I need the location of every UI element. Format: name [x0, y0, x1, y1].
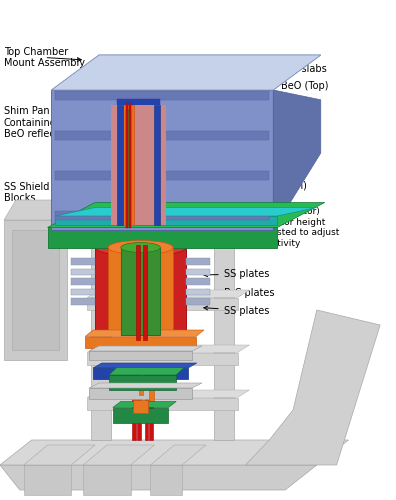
Polygon shape [87, 390, 249, 398]
Text: BeO (Top): BeO (Top) [259, 81, 329, 92]
Polygon shape [150, 445, 206, 465]
Bar [4, 220, 67, 360]
Text: Core: Core [242, 98, 304, 108]
Bar [139, 370, 143, 395]
Polygon shape [0, 465, 317, 490]
Bar [149, 399, 153, 440]
Ellipse shape [108, 240, 173, 254]
Bar [150, 465, 182, 495]
Polygon shape [55, 208, 317, 216]
Bar [137, 399, 141, 440]
Bar [87, 352, 238, 365]
Polygon shape [4, 200, 79, 220]
Polygon shape [0, 440, 348, 465]
Bar [91, 230, 111, 440]
Bar [55, 131, 269, 140]
Polygon shape [214, 215, 246, 230]
Polygon shape [89, 346, 202, 351]
Bar [117, 192, 160, 208]
Bar [121, 248, 160, 335]
Bar [89, 351, 192, 360]
Bar [136, 245, 140, 340]
Polygon shape [273, 90, 321, 230]
Polygon shape [93, 363, 197, 368]
Polygon shape [83, 445, 154, 465]
Bar [108, 248, 173, 335]
Ellipse shape [95, 239, 186, 256]
Bar [214, 230, 234, 440]
Bar [154, 105, 160, 225]
Bar [71, 269, 95, 275]
Bar [117, 140, 160, 155]
Text: Top Chamber
Mount Assembly: Top Chamber Mount Assembly [4, 46, 85, 68]
Bar [186, 258, 210, 265]
Bar [113, 408, 168, 422]
Polygon shape [87, 345, 249, 352]
Bar [109, 375, 176, 390]
Polygon shape [113, 402, 176, 407]
Bar [123, 105, 134, 225]
Bar [87, 398, 238, 410]
Ellipse shape [121, 242, 160, 252]
Bar [55, 216, 277, 225]
Bar [55, 211, 269, 220]
Bar [71, 289, 95, 295]
Text: Shim Pan
Containing
BeO reflector: Shim Pan Containing BeO reflector [4, 106, 81, 139]
Bar [48, 228, 277, 248]
Text: BeO (Bottom): BeO (Bottom) [240, 180, 307, 190]
Bar [186, 298, 210, 305]
Bar [129, 102, 131, 228]
Bar [186, 269, 210, 275]
Text: SS plates: SS plates [204, 306, 269, 316]
Text: SS plates: SS plates [204, 269, 269, 279]
Bar [95, 248, 186, 335]
Bar [71, 278, 95, 285]
Bar [126, 102, 128, 228]
Text: B₄C slabs: B₄C slabs [259, 64, 327, 76]
Polygon shape [89, 383, 202, 388]
Bar [133, 400, 148, 412]
Polygon shape [246, 310, 380, 465]
Bar [117, 105, 123, 225]
Bar [149, 385, 154, 405]
Bar [117, 165, 160, 182]
Bar [87, 298, 238, 310]
Bar [117, 118, 160, 130]
Text: BeO (radial reflector)
Radial reflector height
can be adjusted to adjust
excess : BeO (radial reflector) Radial reflector … [208, 208, 339, 248]
Bar [117, 98, 160, 108]
Polygon shape [87, 290, 249, 298]
Bar [51, 90, 273, 230]
Polygon shape [85, 330, 204, 336]
Bar [55, 171, 269, 180]
Text: SS Shield
Blocks: SS Shield Blocks [4, 182, 69, 204]
Text: B₄C plates: B₄C plates [204, 288, 274, 298]
Bar [145, 399, 148, 440]
Polygon shape [91, 215, 123, 230]
Bar [89, 388, 192, 399]
Bar [143, 245, 147, 340]
Polygon shape [51, 55, 321, 90]
Bar [85, 336, 196, 347]
Polygon shape [48, 202, 325, 228]
Polygon shape [109, 368, 184, 375]
Bar [132, 399, 136, 440]
Bar [71, 258, 95, 265]
Bar [83, 465, 131, 495]
Bar [55, 91, 269, 100]
Bar [71, 298, 95, 305]
Polygon shape [24, 445, 95, 465]
Bar [93, 368, 188, 379]
Bar [24, 465, 71, 495]
Bar [12, 230, 59, 350]
Polygon shape [51, 55, 321, 90]
Bar [111, 105, 166, 225]
Bar [126, 110, 131, 225]
Bar [186, 289, 210, 295]
Bar [186, 278, 210, 285]
